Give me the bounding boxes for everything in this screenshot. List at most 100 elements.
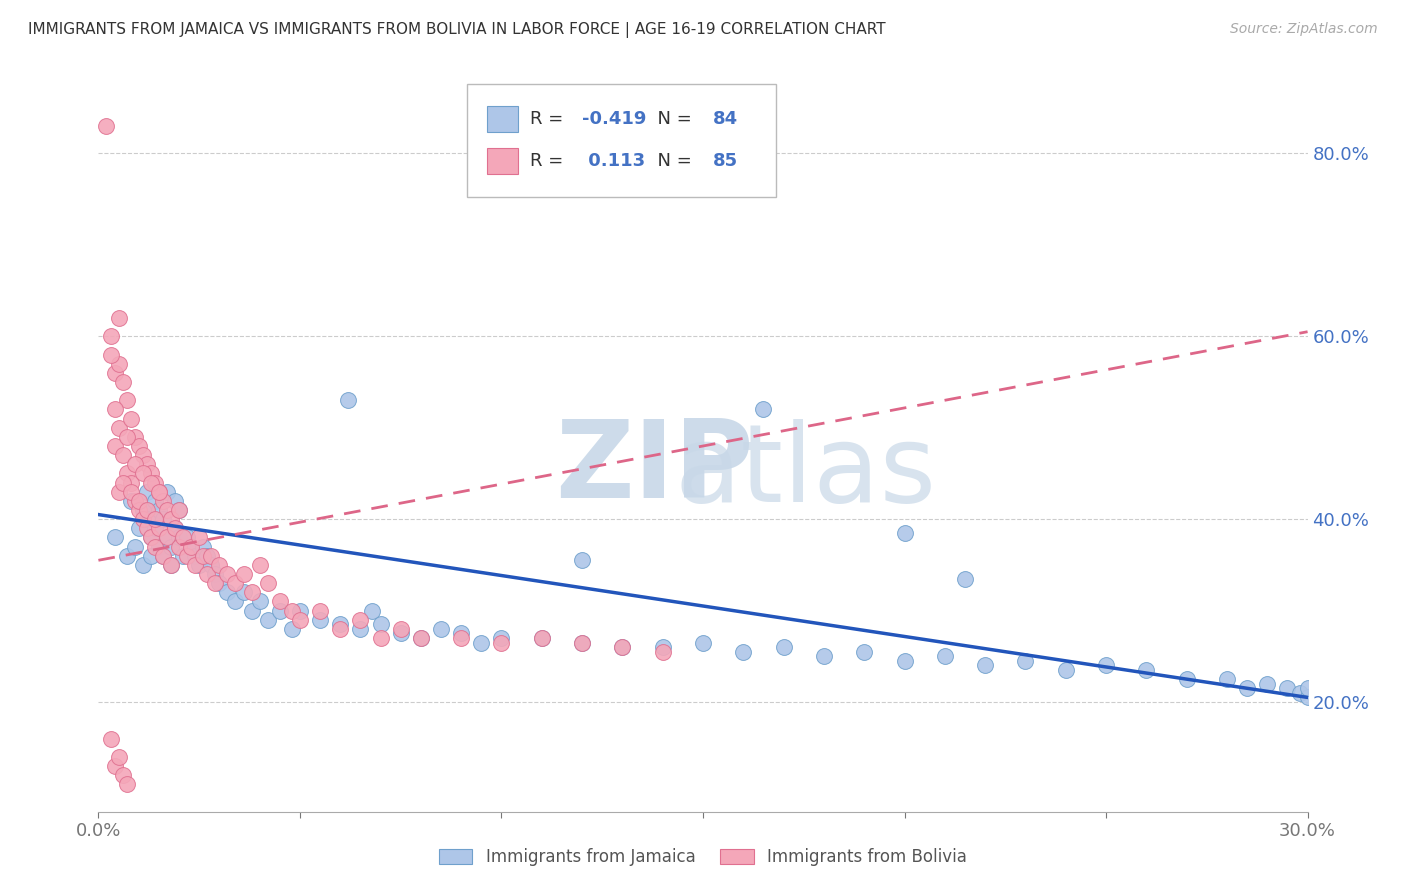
Point: [256, 576, 278, 591]
Point: [160, 558, 183, 572]
Point: [152, 549, 174, 563]
Point: [124, 494, 146, 508]
Point: [200, 549, 222, 563]
Text: 85: 85: [713, 152, 738, 169]
Point: [193, 540, 215, 554]
Point: [132, 512, 155, 526]
Point: [172, 549, 194, 563]
Point: [103, 366, 125, 380]
Point: [195, 567, 218, 582]
Point: [100, 348, 122, 362]
Point: [135, 512, 157, 526]
Point: [281, 622, 304, 636]
Point: [148, 484, 170, 499]
Point: [224, 576, 246, 591]
Point: [167, 503, 190, 517]
Point: [107, 749, 129, 764]
Point: [232, 567, 254, 582]
Point: [288, 603, 311, 617]
Point: [135, 484, 157, 499]
Point: [240, 585, 263, 599]
Point: [103, 759, 125, 773]
Point: [111, 475, 134, 490]
Point: [107, 311, 129, 326]
Point: [224, 594, 246, 608]
Point: [1216, 672, 1239, 686]
Point: [184, 549, 207, 563]
Point: [139, 530, 162, 544]
Point: [208, 576, 231, 591]
Point: [111, 768, 134, 782]
Point: [249, 594, 271, 608]
Point: [139, 467, 162, 481]
Point: [1277, 681, 1299, 696]
Point: [571, 635, 593, 649]
Point: [103, 402, 125, 417]
Point: [132, 467, 155, 481]
Point: [115, 430, 138, 444]
Point: [349, 622, 371, 636]
Point: [172, 530, 194, 544]
Point: [893, 654, 915, 668]
Point: [612, 640, 634, 655]
Point: [249, 558, 271, 572]
Point: [934, 649, 956, 664]
Point: [309, 613, 332, 627]
Point: [107, 421, 129, 435]
Point: [143, 494, 166, 508]
Point: [120, 475, 142, 490]
Point: [176, 549, 198, 563]
Point: [269, 603, 291, 617]
Point: [156, 530, 179, 544]
Text: R =: R =: [530, 110, 569, 128]
Point: [1175, 672, 1198, 686]
Point: [167, 540, 190, 554]
Point: [752, 402, 775, 417]
Point: [1296, 681, 1319, 696]
Point: [337, 393, 360, 408]
Text: R =: R =: [530, 152, 569, 169]
Point: [281, 603, 304, 617]
Point: [156, 530, 179, 544]
Point: [232, 585, 254, 599]
Point: [139, 475, 162, 490]
Point: [103, 439, 125, 453]
Point: [204, 567, 226, 582]
Point: [530, 631, 553, 645]
Point: [370, 617, 392, 632]
Point: [143, 512, 166, 526]
Point: [128, 439, 150, 453]
Point: [893, 525, 915, 540]
Point: [953, 572, 976, 586]
Point: [176, 530, 198, 544]
Point: [1256, 676, 1278, 690]
Point: [217, 567, 239, 582]
Point: [152, 494, 174, 508]
Point: [135, 521, 157, 535]
Point: [163, 521, 186, 535]
Point: [115, 777, 138, 791]
Point: [450, 631, 472, 645]
Point: [148, 503, 170, 517]
Point: [143, 475, 166, 490]
Point: [853, 645, 876, 659]
Point: [115, 467, 138, 481]
Point: [974, 658, 997, 673]
Point: [96, 119, 118, 133]
Point: [288, 613, 311, 627]
Text: Source: ZipAtlas.com: Source: ZipAtlas.com: [1230, 22, 1378, 37]
Point: [733, 645, 755, 659]
Point: [813, 649, 835, 664]
Point: [124, 540, 146, 554]
Text: N =: N =: [647, 152, 697, 169]
Point: [160, 540, 183, 554]
Point: [156, 484, 179, 499]
Legend: Immigrants from Jamaica, Immigrants from Bolivia: Immigrants from Jamaica, Immigrants from…: [430, 840, 976, 875]
Point: [167, 530, 190, 544]
Point: [256, 613, 278, 627]
Point: [111, 448, 134, 462]
Text: IMMIGRANTS FROM JAMAICA VS IMMIGRANTS FROM BOLIVIA IN LABOR FORCE | AGE 16-19 CO: IMMIGRANTS FROM JAMAICA VS IMMIGRANTS FR…: [28, 22, 886, 38]
Point: [160, 512, 183, 526]
Point: [329, 617, 352, 632]
Point: [120, 494, 142, 508]
